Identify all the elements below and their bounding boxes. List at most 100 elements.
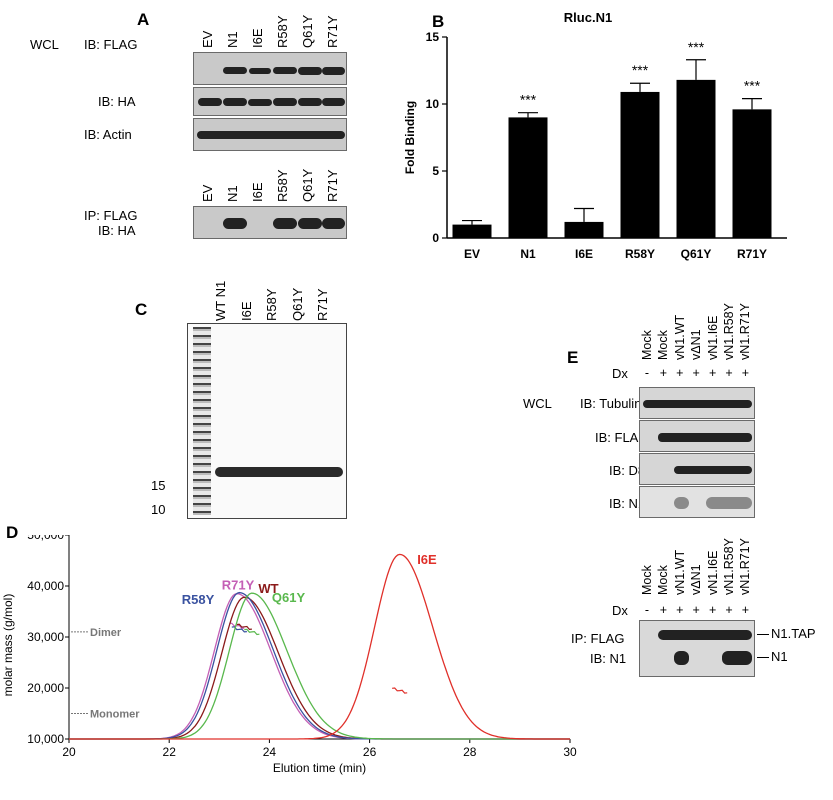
reference-label: Monomer <box>90 709 140 721</box>
x-tick-label: 24 <box>263 745 277 759</box>
blot-e-ip <box>639 620 755 677</box>
lane-label: vN1.I6E <box>705 315 720 360</box>
band <box>322 98 345 106</box>
panel-a-ib-actin-label: IB: Actin <box>84 127 132 142</box>
y-axis-label: molar mass (g/mol) <box>1 594 15 697</box>
y-tick-label: 5 <box>432 164 439 178</box>
panel-c-letter: C <box>135 300 148 319</box>
lane-label: N1 <box>225 185 240 202</box>
lane-label: Q61Y <box>300 168 315 202</box>
dx-mark: + <box>725 603 733 617</box>
lane-label: EV <box>200 184 215 202</box>
lane-label: I6E <box>238 301 254 321</box>
reference-label: Dimer <box>90 627 122 639</box>
band <box>322 218 345 229</box>
band <box>722 651 752 665</box>
n1-pointer <box>757 657 769 658</box>
lane-label: Q61Y <box>300 14 315 48</box>
x-tick-label: I6E <box>575 247 593 261</box>
blot-e-n1 <box>639 486 755 518</box>
x-tick-label: 30 <box>563 745 577 759</box>
blot-e-flag <box>639 420 755 452</box>
marker-15: 15 <box>151 478 166 493</box>
panel-e-ib-n1-label: IB: N1 <box>609 496 646 511</box>
n1tap-label: N1.TAP <box>771 626 816 641</box>
x-tick-label: 26 <box>363 745 377 759</box>
bar <box>620 91 660 238</box>
bar <box>676 79 716 238</box>
y-tick-label: 40,000 <box>27 579 64 593</box>
series-line <box>69 553 570 740</box>
band <box>298 98 322 106</box>
lane-label: Q61Y <box>289 287 305 321</box>
band <box>215 467 343 477</box>
panel-a-ib-ha-label: IB: HA <box>98 94 136 109</box>
blot-e-tubulin <box>639 387 755 419</box>
bar <box>452 224 492 238</box>
y-tick-label: 10,000 <box>27 732 64 746</box>
band <box>223 218 247 229</box>
dx-mark: + <box>692 366 700 380</box>
lane-label: I6E <box>250 182 265 202</box>
band <box>674 497 689 509</box>
molar-mass-trace <box>231 626 247 633</box>
panel-e-dx-label-bottom: Dx <box>612 603 628 618</box>
panel-e-ip-ib-n1-label: IB: N1 <box>590 651 627 666</box>
panel-a-ip-ib-ha-label: IB: HA <box>98 223 136 238</box>
n1tap-pointer <box>757 634 769 635</box>
molar-mass-trace <box>236 623 252 631</box>
panel-a-ib-flag-label: IB: FLAG <box>84 37 138 52</box>
band <box>273 218 297 229</box>
lane-label: vΔN1 <box>689 564 704 595</box>
lane-label: vN1.R71Y <box>738 303 753 360</box>
panel-e-ib-d8-label: IB: D8 <box>609 463 646 478</box>
lane-label: vN1.R58Y <box>722 303 736 360</box>
band <box>273 67 297 74</box>
x-tick-label: Q61Y <box>681 247 712 261</box>
x-tick-label: 28 <box>463 745 477 759</box>
band <box>643 400 752 408</box>
band <box>322 67 345 75</box>
dx-mark: - <box>644 603 650 617</box>
lane-label: vΔN1 <box>689 329 704 360</box>
series-label: I6E <box>417 552 437 567</box>
panel-e-dx-label-top: Dx <box>612 366 628 381</box>
dx-mark: + <box>708 366 717 380</box>
lane-label: Mock <box>640 330 654 360</box>
blot-a-ip <box>193 206 347 239</box>
blot-a-actin <box>193 118 347 151</box>
y-tick-label: 15 <box>426 30 440 44</box>
x-tick-label: R71Y <box>737 247 767 261</box>
n1-label: N1 <box>771 649 788 664</box>
band <box>298 218 322 229</box>
dx-mark: + <box>659 366 668 380</box>
panel-d-letter: D <box>6 523 19 542</box>
dx-mark: + <box>725 366 733 380</box>
lane-label: vN1.WT <box>672 314 687 360</box>
ladder-lane <box>193 327 211 515</box>
molar-mass-trace <box>392 687 408 694</box>
bar <box>564 221 604 238</box>
significance-label: *** <box>520 92 537 108</box>
lane-label: R71Y <box>325 15 340 48</box>
lane-label: R71Y <box>315 288 330 321</box>
series-label: R71Y <box>222 578 255 593</box>
bar <box>732 109 772 238</box>
molar-mass-trace <box>229 622 245 629</box>
y-tick-label: 20,000 <box>27 681 64 695</box>
y-tick-label: 50,000 <box>27 535 64 542</box>
panel-e-ib-flag-label: IB: FLAG <box>595 430 649 445</box>
band <box>674 466 752 474</box>
dx-mark: + <box>676 366 684 380</box>
marker-10: 10 <box>151 502 166 517</box>
panel-a-letter: A <box>137 10 150 29</box>
panel-e-wcl-label: WCL <box>523 396 552 411</box>
lane-label: EV <box>200 30 215 48</box>
dx-mark: + <box>692 603 700 617</box>
band <box>223 98 247 106</box>
lane-label: Mock <box>640 565 654 595</box>
lane-label: WT N1 <box>213 280 228 321</box>
panel-b-letter: B <box>432 12 445 31</box>
dx-mark: + <box>708 603 717 617</box>
